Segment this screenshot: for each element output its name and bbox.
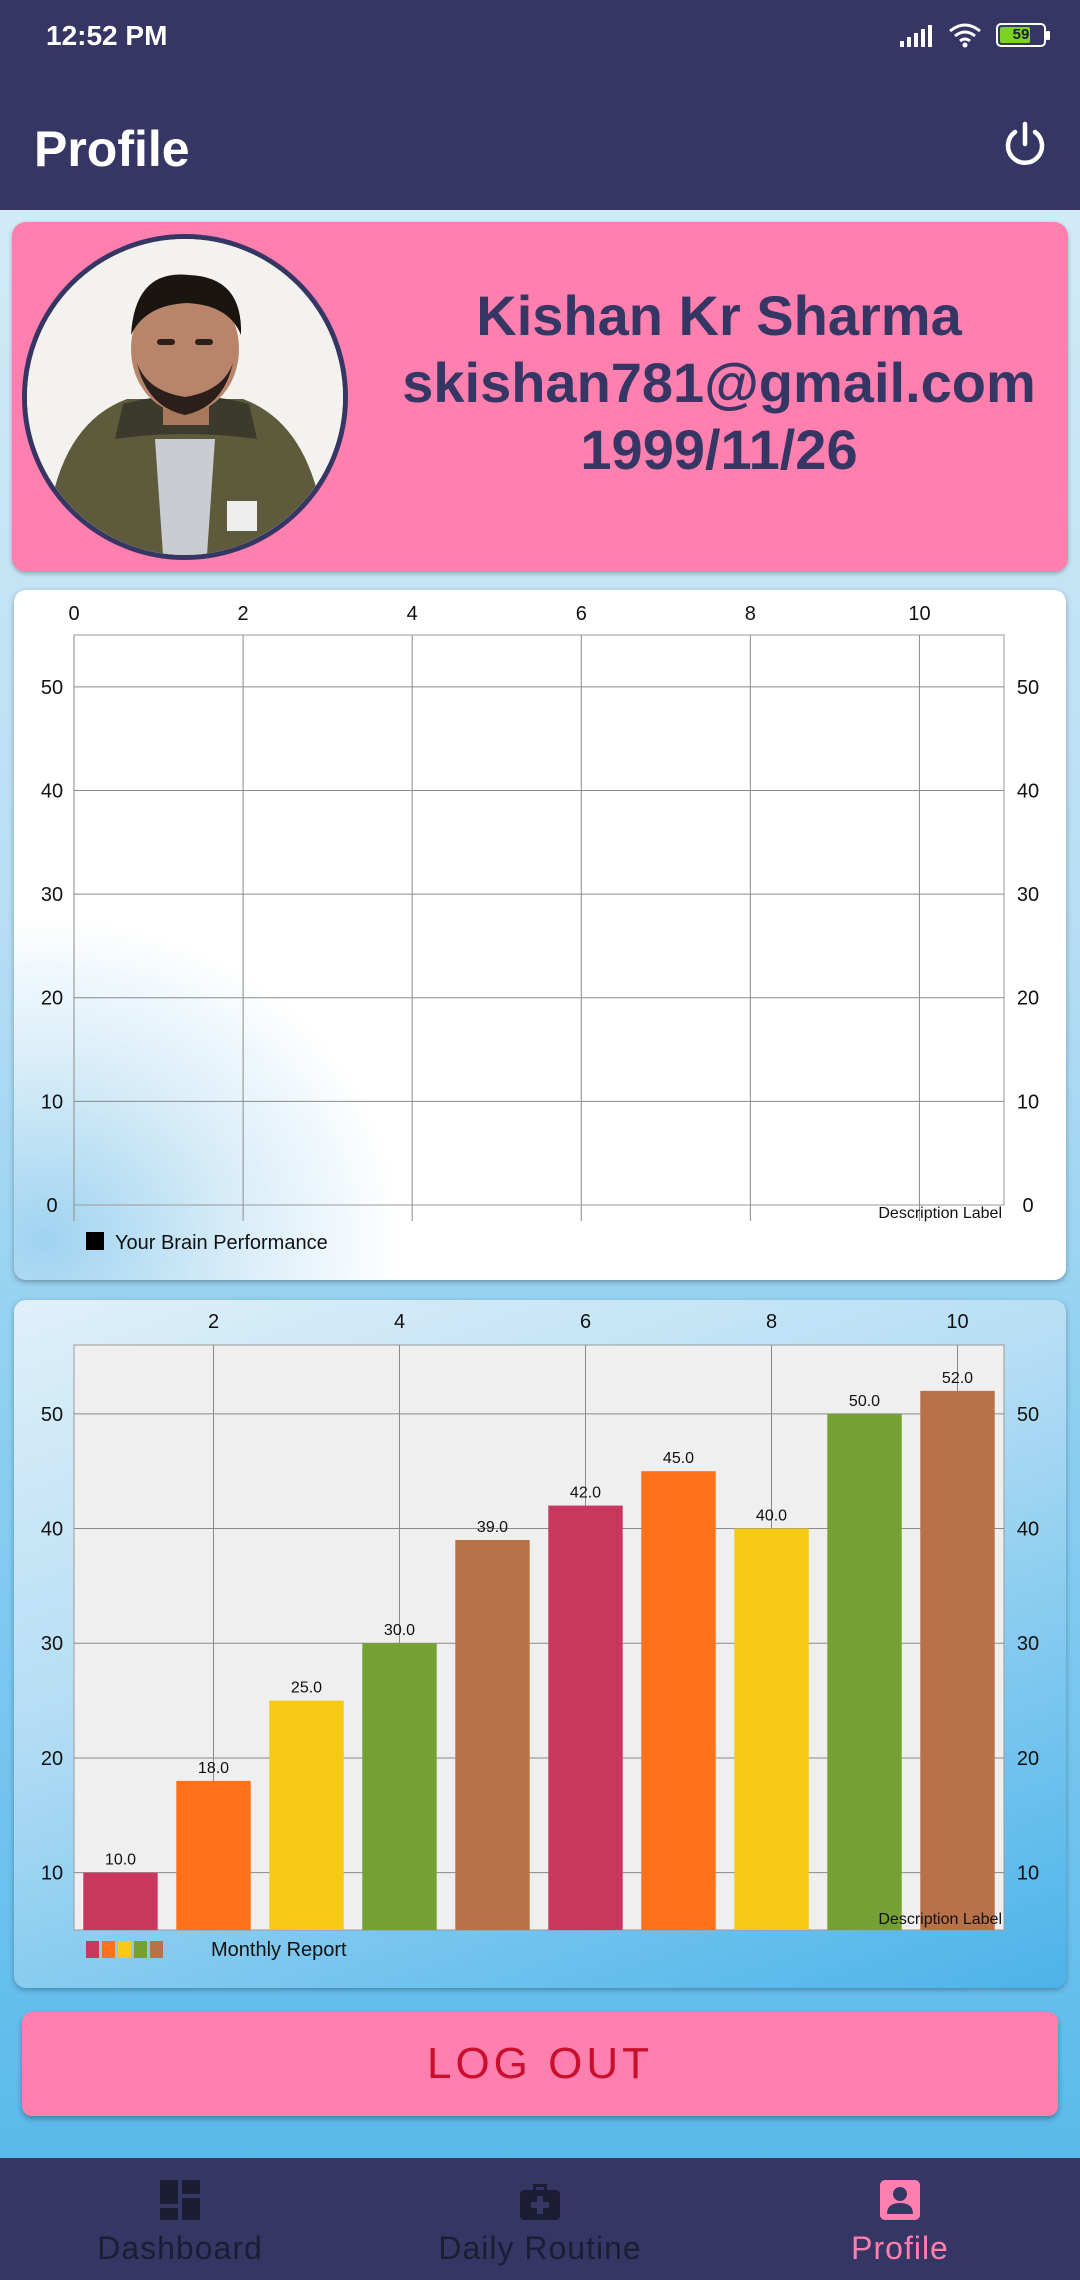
page-title: Profile bbox=[34, 121, 190, 177]
bar-value-label: 39.0 bbox=[477, 1519, 508, 1536]
y-tick-label-right: 20 bbox=[1017, 988, 1039, 1010]
x-tick-label: 8 bbox=[745, 603, 756, 625]
description-label: Description Label bbox=[878, 1911, 1002, 1928]
y-tick-label-right: 10 bbox=[1017, 1091, 1039, 1113]
bar bbox=[83, 1872, 158, 1930]
bar bbox=[362, 1643, 437, 1930]
bar-value-label: 18.0 bbox=[198, 1760, 229, 1777]
x-tick-label: 8 bbox=[766, 1311, 777, 1333]
profile-card: Kishan Kr Sharma skishan781@gmail.com 19… bbox=[12, 222, 1068, 572]
brain-performance-card: 0 2 4 6 8 10 0 0 10 10 20 20 30 30 40 40 50 50 Description… bbox=[14, 590, 1066, 1280]
legend-swatch bbox=[102, 1941, 115, 1958]
y-tick-label-right: 20 bbox=[1017, 1748, 1039, 1770]
y-tick-label-left: 30 bbox=[41, 884, 63, 906]
legend-label: Monthly Report bbox=[211, 1939, 347, 1961]
y-tick-label-left: 40 bbox=[41, 780, 63, 802]
bar-value-label: 45.0 bbox=[663, 1450, 694, 1467]
bar bbox=[734, 1528, 809, 1930]
status-bar: 12:52 PM 59 bbox=[0, 0, 1080, 76]
bar bbox=[920, 1390, 995, 1930]
avatar[interactable] bbox=[22, 234, 348, 560]
y-tick-label-left: 20 bbox=[41, 988, 63, 1010]
nav-daily-routine[interactable]: Daily Routine bbox=[360, 2158, 720, 2280]
y-tick-label-right: 10 bbox=[1017, 1863, 1039, 1885]
nav-label-profile: Profile bbox=[851, 2230, 949, 2266]
app-bar: Profile bbox=[0, 76, 1080, 210]
y-tick-label-right: 0 bbox=[1022, 1195, 1033, 1217]
legend-swatch bbox=[150, 1941, 163, 1958]
legend-swatch bbox=[118, 1941, 131, 1958]
bar bbox=[269, 1700, 344, 1930]
bar-value-label: 25.0 bbox=[291, 1680, 322, 1697]
y-tick-label-right: 50 bbox=[1017, 677, 1039, 699]
bar-value-label: 30.0 bbox=[384, 1622, 415, 1639]
description-label: Description Label bbox=[878, 1205, 1002, 1222]
y-tick-label-right: 50 bbox=[1017, 1404, 1039, 1426]
logout-button[interactable]: LOG OUT bbox=[22, 2012, 1058, 2116]
avatar-photo bbox=[27, 239, 343, 555]
brain-performance-chart: 0 2 4 6 8 10 0 0 10 10 20 20 30 30 40 40 50 50 Description… bbox=[41, 603, 1039, 1254]
profile-dob: 1999/11/26 bbox=[580, 418, 858, 481]
monthly-report-card: 2 4 6 8 10 10 10 20 20 30 30 40 40 50 50 10.0 18.0 25.0 30… bbox=[14, 1300, 1066, 1988]
status-time: 12:52 PM bbox=[46, 20, 168, 51]
y-tick-label-right: 40 bbox=[1017, 1519, 1039, 1541]
profile-info: Kishan Kr Sharma skishan781@gmail.com 19… bbox=[384, 282, 1054, 483]
bar bbox=[548, 1505, 623, 1930]
bar bbox=[827, 1413, 902, 1930]
y-tick-label-right: 30 bbox=[1017, 1633, 1039, 1655]
bar bbox=[641, 1471, 716, 1930]
bar bbox=[455, 1540, 530, 1930]
monthly-report-chart: 2 4 6 8 10 10 10 20 20 30 30 40 40 50 50 10.0 18.0 25.0 30… bbox=[41, 1311, 1039, 1961]
nav-label-daily-routine: Daily Routine bbox=[438, 2230, 642, 2266]
plot-area bbox=[73, 634, 1005, 1206]
bar-value-label: 40.0 bbox=[756, 1508, 787, 1525]
legend-swatch bbox=[86, 1232, 104, 1250]
x-tick-label: 4 bbox=[407, 603, 418, 625]
profile-icon bbox=[880, 2180, 920, 2220]
x-tick-label: 6 bbox=[576, 603, 587, 625]
x-tick-label: 10 bbox=[908, 603, 930, 625]
bar-value-label: 52.0 bbox=[942, 1370, 973, 1387]
profile-email: skishan781@gmail.com bbox=[402, 351, 1036, 414]
y-tick-label-left: 50 bbox=[41, 677, 63, 699]
profile-name: Kishan Kr Sharma bbox=[476, 284, 962, 347]
x-tick-label: 4 bbox=[394, 1311, 405, 1333]
y-tick-label-right: 30 bbox=[1017, 884, 1039, 906]
x-tick-label: 0 bbox=[68, 603, 79, 625]
wifi-icon bbox=[949, 23, 981, 48]
y-tick-label-left: 10 bbox=[41, 1863, 63, 1885]
y-tick-label-right: 40 bbox=[1017, 780, 1039, 802]
y-tick-label-left: 10 bbox=[41, 1091, 63, 1113]
y-tick-label-left: 50 bbox=[41, 1404, 63, 1426]
signal-icon bbox=[900, 25, 932, 47]
bottom-nav: Dashboard Daily Routine Profile bbox=[0, 2158, 1080, 2280]
y-tick-label-left: 40 bbox=[41, 1519, 63, 1541]
dashboard-icon bbox=[160, 2180, 200, 2220]
medical-bag-icon bbox=[520, 2184, 560, 2220]
battery-icon: 59 bbox=[996, 23, 1050, 47]
bar-value-label: 42.0 bbox=[570, 1485, 601, 1502]
power-icon[interactable] bbox=[1000, 120, 1050, 170]
bar-value-label: 50.0 bbox=[849, 1393, 880, 1410]
y-tick-label-left: 0 bbox=[46, 1195, 57, 1217]
nav-profile[interactable]: Profile bbox=[720, 2158, 1080, 2280]
x-tick-label: 6 bbox=[580, 1311, 591, 1333]
legend-label: Your Brain Performance bbox=[115, 1232, 328, 1254]
y-tick-label-left: 20 bbox=[41, 1748, 63, 1770]
nav-label-dashboard: Dashboard bbox=[97, 2230, 263, 2266]
battery-level: 59 bbox=[1012, 26, 1030, 43]
x-tick-label: 2 bbox=[238, 603, 249, 625]
x-tick-label: 2 bbox=[208, 1311, 219, 1333]
y-tick-label-left: 30 bbox=[41, 1633, 63, 1655]
nav-dashboard[interactable]: Dashboard bbox=[0, 2158, 360, 2280]
status-icons: 59 bbox=[900, 22, 1050, 48]
bar bbox=[176, 1780, 251, 1930]
bar-value-label: 10.0 bbox=[105, 1852, 136, 1869]
legend-swatch bbox=[134, 1941, 147, 1958]
legend-swatch bbox=[86, 1941, 99, 1958]
x-tick-label: 10 bbox=[946, 1311, 968, 1333]
